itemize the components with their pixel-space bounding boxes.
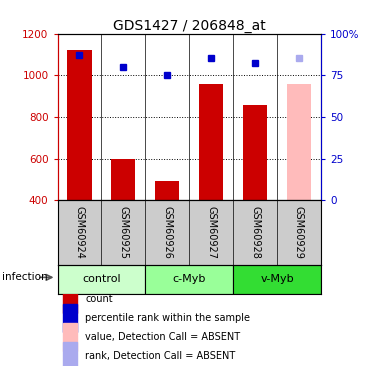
Title: GDS1427 / 206848_at: GDS1427 / 206848_at: [113, 19, 266, 33]
Bar: [58, 265, 145, 294]
Text: GSM60927: GSM60927: [206, 206, 216, 259]
Bar: [243, 105, 267, 201]
Text: GSM60928: GSM60928: [250, 206, 260, 259]
Bar: [287, 84, 311, 201]
Bar: [111, 159, 135, 201]
Bar: [63, 286, 77, 313]
Text: infection: infection: [2, 272, 47, 282]
Bar: [233, 265, 321, 294]
Bar: [63, 304, 77, 332]
Text: percentile rank within the sample: percentile rank within the sample: [85, 313, 250, 323]
Text: value, Detection Call = ABSENT: value, Detection Call = ABSENT: [85, 332, 240, 342]
Text: GSM60925: GSM60925: [118, 206, 128, 259]
Bar: [63, 342, 77, 369]
Text: control: control: [82, 274, 121, 284]
Text: GSM60926: GSM60926: [162, 206, 172, 259]
Bar: [155, 181, 179, 201]
Text: rank, Detection Call = ABSENT: rank, Detection Call = ABSENT: [85, 351, 236, 360]
Text: v-Myb: v-Myb: [260, 274, 294, 284]
Text: GSM60929: GSM60929: [294, 206, 304, 259]
Text: c-Myb: c-Myb: [173, 274, 206, 284]
Bar: [63, 323, 77, 351]
Bar: [199, 84, 223, 201]
Bar: [68, 50, 92, 201]
Text: count: count: [85, 294, 113, 304]
Bar: [145, 265, 233, 294]
Text: GSM60924: GSM60924: [75, 206, 85, 259]
